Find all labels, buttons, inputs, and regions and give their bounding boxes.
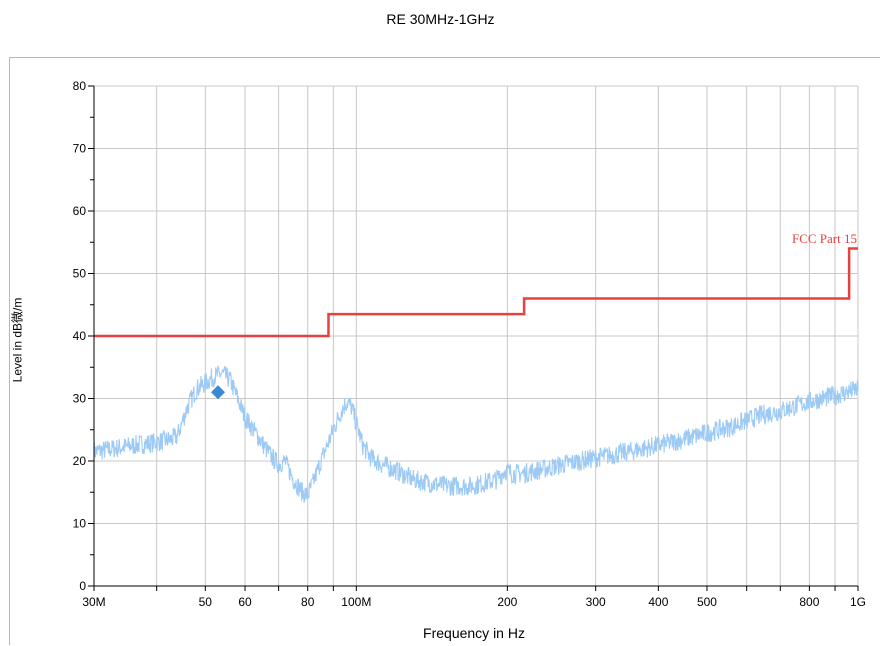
x-tick-label: 30M [82,595,105,609]
y-tick-label: 20 [73,454,87,468]
x-axis-label: Frequency in Hz [423,625,525,641]
x-tick-label: 800 [799,595,819,609]
y-tick-label: 0 [79,579,86,593]
chart-frame [9,57,880,645]
marker-layer [210,385,225,400]
x-tick-label: 100M [341,595,371,609]
y-tick-label: 40 [73,329,87,343]
x-tick-label: 50 [199,595,213,609]
y-tick-label: 80 [73,79,87,93]
chart-title: RE 30MHz-1GHz [386,11,495,27]
x-tick-label: 80 [301,595,315,609]
y-tick-label: 30 [73,392,87,406]
y-tick-label: 50 [73,267,87,281]
x-tick-label: 60 [238,595,252,609]
y-axis-label: Level in dB微/m [10,297,25,383]
series-layer [93,365,859,503]
limit-line-label: FCC Part 15 [792,231,857,246]
limit-line [94,247,858,338]
x-tick-label: 1G [850,595,866,609]
peak-marker [210,385,225,400]
x-tick-label: 200 [497,595,517,609]
x-tick-label: 300 [586,595,606,609]
y-tick-label: 70 [73,142,87,156]
x-tick-label: 400 [648,595,668,609]
measurement-trace [93,365,859,503]
y-tick-label: 60 [73,204,87,218]
axes [88,85,859,591]
tick-labels: 0 10 20 30 40 50 60 70 80 30M 50 60 80 100M 200 300 400 5… [73,79,866,609]
limit-layer [94,247,858,338]
y-tick-label: 10 [73,517,87,531]
x-tick-label: 500 [697,595,717,609]
